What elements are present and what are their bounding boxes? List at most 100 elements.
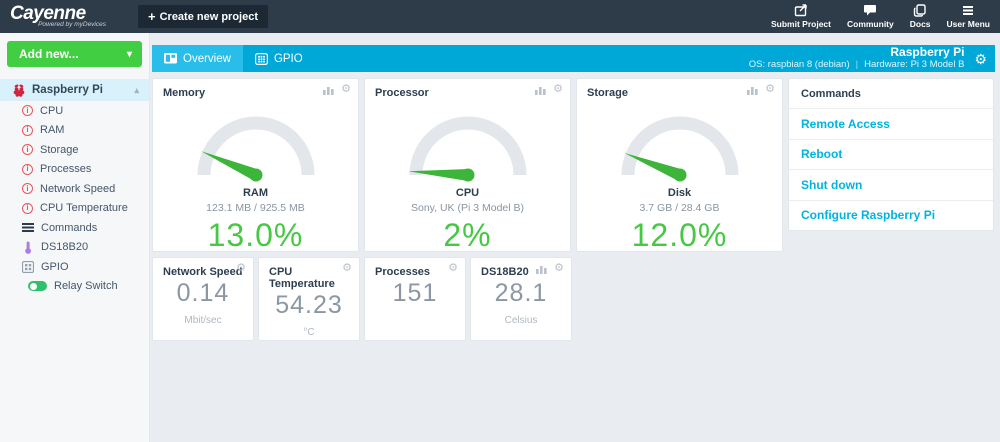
chart-icon[interactable] bbox=[747, 85, 759, 95]
create-project-label: Create new project bbox=[159, 10, 259, 23]
sidebar-item-label: Commands bbox=[41, 221, 98, 234]
device-label: Raspberry Pi bbox=[32, 84, 103, 96]
widget-memory: Memory RAM 123.1 MB / 925.5 MB 13.0% bbox=[152, 78, 359, 252]
community-icon bbox=[864, 5, 877, 16]
sidebar-item-cpu[interactable]: CPU bbox=[0, 101, 149, 121]
sidebar-item-label: Storage bbox=[40, 143, 79, 156]
tile-unit: °C bbox=[303, 327, 315, 338]
widget-ds18b20: DS18B20 28.1 Celsius bbox=[470, 257, 572, 341]
tile-value: 151 bbox=[392, 279, 438, 307]
nav-user-menu[interactable]: User Menu bbox=[947, 4, 990, 29]
device-bar: Overview GPIO Raspberry Pi OS: raspbian … bbox=[152, 45, 995, 72]
widget-title: DS18B20 bbox=[481, 266, 529, 278]
sidebar-item-label: DS18B20 bbox=[41, 241, 89, 254]
widget-network-speed: Network Speed 0.14 Mbit/sec bbox=[152, 257, 254, 341]
tile-value: 0.14 bbox=[176, 279, 230, 307]
sidebar-item-network-speed[interactable]: Network Speed bbox=[0, 179, 149, 199]
create-new-project-button[interactable]: Create new project bbox=[138, 5, 269, 28]
sidebar-item-label: CPU Temperature bbox=[40, 202, 128, 215]
device-bar-right: Raspberry Pi OS: raspbian 8 (debian) | Har… bbox=[749, 45, 995, 72]
widget-title: Network Speed bbox=[163, 266, 243, 278]
widget-title: CPU Temperature bbox=[269, 266, 335, 290]
sidebar-item-label: Processes bbox=[40, 163, 92, 176]
sidebar-item-gpio[interactable]: GPIO bbox=[0, 257, 149, 277]
toggle-icon bbox=[28, 281, 47, 292]
sidebar-item-processes[interactable]: Processes bbox=[0, 160, 149, 180]
gauge-percent: 2% bbox=[443, 217, 492, 253]
nav-label: User Menu bbox=[946, 19, 990, 29]
gpio-tab-icon bbox=[254, 52, 268, 65]
widget-processor: Processor CPU Sony, UK (Pi 3 Model B) 2% bbox=[364, 78, 571, 252]
nav-label: Docs bbox=[909, 19, 931, 29]
gauge-percent: 12.0% bbox=[631, 217, 728, 253]
sidebar-item-raspberry-pi[interactable]: Raspberry Pi bbox=[0, 79, 149, 101]
commands-title: Commands bbox=[801, 87, 861, 100]
widget-icons bbox=[342, 263, 352, 274]
tab-overview[interactable]: Overview bbox=[152, 45, 243, 72]
main-content: Overview GPIO Raspberry Pi OS: raspbian … bbox=[150, 33, 1000, 442]
sidebar-item-ram[interactable]: RAM bbox=[0, 121, 149, 141]
tile-value: 54.23 bbox=[275, 291, 343, 319]
gear-icon[interactable] bbox=[341, 84, 351, 95]
sidebar-item-commands[interactable]: Commands bbox=[0, 218, 149, 238]
user-menu-icon bbox=[963, 6, 974, 15]
gauge-label: CPU bbox=[455, 187, 480, 199]
gear-icon[interactable] bbox=[554, 263, 564, 274]
sidebar-item-relay-switch[interactable]: Relay Switch bbox=[0, 277, 149, 297]
tab-label: Overview bbox=[183, 52, 231, 65]
command-reboot[interactable]: Reboot bbox=[789, 138, 993, 170]
chart-icon[interactable] bbox=[535, 85, 547, 95]
gear-icon[interactable] bbox=[448, 263, 458, 274]
sidebar-item-storage[interactable]: Storage bbox=[0, 140, 149, 160]
widget-title: Processor bbox=[375, 87, 429, 99]
plus-icon bbox=[148, 9, 156, 24]
command-remote-access[interactable]: Remote Access bbox=[789, 108, 993, 139]
storage-gauge bbox=[621, 116, 738, 182]
command-shut-down[interactable]: Shut down bbox=[789, 169, 993, 200]
sidebar-item-label: GPIO bbox=[41, 260, 69, 273]
gauge-label: RAM bbox=[242, 187, 269, 199]
gear-icon[interactable] bbox=[765, 84, 775, 95]
top-nav: Submit Project Community Docs User Menu bbox=[771, 4, 1000, 29]
nav-community[interactable]: Community bbox=[847, 4, 894, 29]
device-os: OS: raspbian 8 (debian) bbox=[748, 58, 850, 70]
device-hardware: Hardware: Pi 3 Model B bbox=[864, 58, 965, 70]
widget-title: Memory bbox=[163, 87, 206, 99]
top-header: Cayenne Powered by myDevices Create new … bbox=[0, 0, 1000, 33]
commands-icon bbox=[22, 223, 34, 233]
separator: | bbox=[855, 58, 859, 70]
gear-icon[interactable] bbox=[236, 263, 246, 274]
tab-gpio[interactable]: GPIO bbox=[243, 45, 315, 72]
tile-unit: Celsius bbox=[504, 315, 538, 326]
settings-gear-icon[interactable] bbox=[974, 52, 987, 66]
nav-submit-project[interactable]: Submit Project bbox=[771, 4, 831, 29]
sidebar-item-label: Relay Switch bbox=[54, 280, 118, 293]
chart-icon[interactable] bbox=[536, 264, 548, 274]
sidebar-item-ds18b20[interactable]: DS18B20 bbox=[0, 238, 149, 258]
gear-icon[interactable] bbox=[553, 84, 563, 95]
gauge-detail: 3.7 GB / 28.4 GB bbox=[639, 202, 720, 214]
info-icon bbox=[22, 163, 33, 175]
gear-icon[interactable] bbox=[342, 263, 352, 274]
logo-tagline: Powered by myDevices bbox=[38, 21, 106, 28]
gauge-detail: 123.1 MB / 925.5 MB bbox=[206, 202, 305, 214]
docs-icon bbox=[913, 4, 926, 17]
sidebar-item-label: RAM bbox=[40, 124, 65, 137]
chevron-down-icon bbox=[127, 49, 132, 60]
tab-label: GPIO bbox=[273, 52, 303, 65]
processor-gauge bbox=[407, 116, 526, 182]
add-new-dropdown[interactable]: Add new... bbox=[7, 41, 142, 67]
sidebar-item-cpu-temperature[interactable]: CPU Temperature bbox=[0, 199, 149, 219]
gpio-icon bbox=[22, 260, 34, 273]
widget-commands: Commands Remote Access Reboot Shut down … bbox=[788, 78, 994, 231]
nav-docs[interactable]: Docs bbox=[910, 4, 931, 29]
command-configure-raspberry-pi[interactable]: Configure Raspberry Pi bbox=[789, 199, 993, 231]
device-name: Raspberry Pi bbox=[890, 45, 965, 60]
info-icon bbox=[22, 144, 33, 156]
thermometer-icon bbox=[25, 241, 31, 254]
raspberry-icon bbox=[13, 84, 25, 97]
chart-icon[interactable] bbox=[323, 85, 335, 95]
widget-row-1: Memory RAM 123.1 MB / 925.5 MB 13.0% Pro… bbox=[152, 78, 995, 252]
tile-value: 28.1 bbox=[494, 279, 548, 307]
app-logo[interactable]: Cayenne Powered by myDevices bbox=[0, 4, 130, 28]
